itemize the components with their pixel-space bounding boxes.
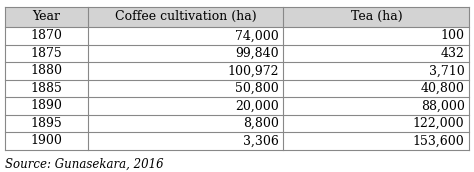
- Text: 74,000: 74,000: [235, 29, 279, 42]
- Text: 99,840: 99,840: [235, 47, 279, 60]
- Text: 100,972: 100,972: [227, 64, 279, 77]
- Text: 1890: 1890: [31, 99, 63, 112]
- Text: 8,800: 8,800: [243, 117, 279, 130]
- Text: 3,306: 3,306: [243, 135, 279, 147]
- Text: 1900: 1900: [31, 135, 63, 147]
- Text: 3,710: 3,710: [429, 64, 465, 77]
- Text: 100: 100: [440, 29, 465, 42]
- Text: 1880: 1880: [30, 64, 63, 77]
- Text: 153,600: 153,600: [413, 135, 465, 147]
- Text: 1875: 1875: [31, 47, 63, 60]
- Text: Year: Year: [33, 10, 61, 23]
- Text: 1895: 1895: [31, 117, 63, 130]
- Text: 20,000: 20,000: [235, 99, 279, 112]
- Text: 122,000: 122,000: [413, 117, 465, 130]
- Text: 50,800: 50,800: [235, 82, 279, 95]
- Text: Tea (ha): Tea (ha): [351, 10, 402, 23]
- Text: 432: 432: [441, 47, 465, 60]
- Text: 1885: 1885: [31, 82, 63, 95]
- Text: 1870: 1870: [31, 29, 63, 42]
- Text: 88,000: 88,000: [420, 99, 465, 112]
- Text: Coffee cultivation (ha): Coffee cultivation (ha): [115, 10, 257, 23]
- Text: Source: Gunasekara, 2016: Source: Gunasekara, 2016: [5, 158, 164, 171]
- Text: 40,800: 40,800: [420, 82, 465, 95]
